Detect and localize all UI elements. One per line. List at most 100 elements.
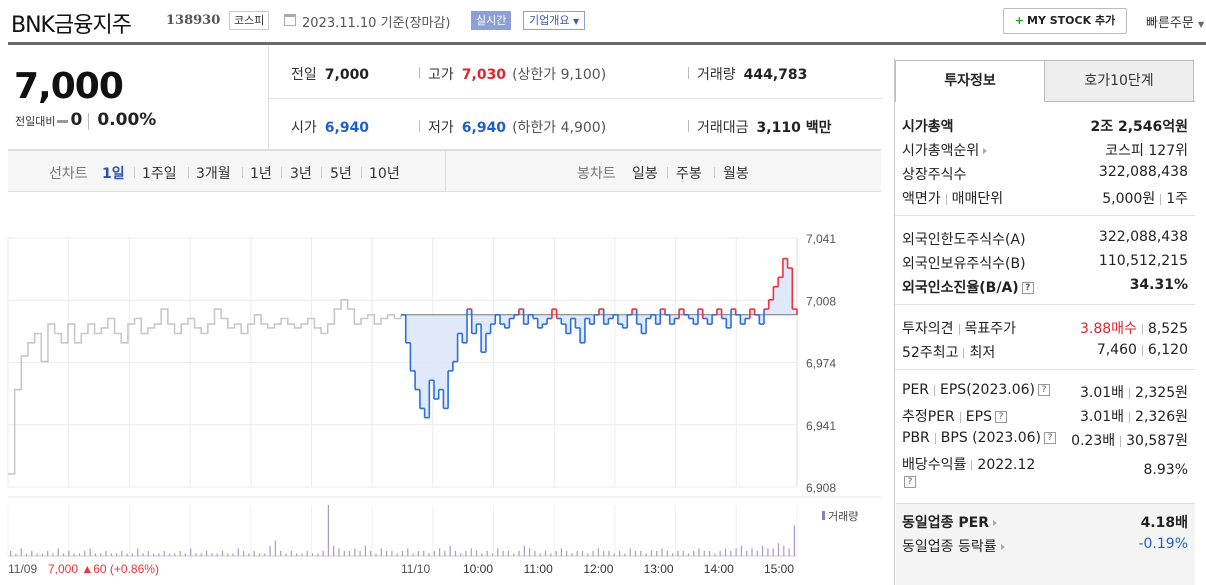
x-tick-label: 11:00 [524,562,553,576]
row-value: 3.01배 [1079,385,1125,401]
divider [895,215,1195,216]
volume-bars: 거래량 [7,496,881,557]
period-3m[interactable]: 3개월 [196,166,231,182]
x-tick-label: 10:00 [463,562,493,576]
stock-header: BNK금융지주 138930 코스피 2023.11.10 기준(장마감) 실시… [0,0,1206,42]
row-label: 동일업종 PER [902,515,989,531]
row-value: 4.18배 [1140,515,1188,531]
prev-day-line [8,298,402,475]
row-label: EPS [965,409,992,425]
divider [361,167,362,178]
help-icon[interactable]: ? [1043,432,1056,444]
x-tick-label: 13:00 [644,562,674,576]
divider [1044,101,1195,102]
row-value: 110,512,215 [1098,253,1188,269]
row-value: -0.19% [1138,536,1188,552]
period-3y[interactable]: 3년 [290,166,312,182]
plus-icon: + [1014,14,1025,27]
add-mystock-button[interactable]: + MY STOCK 추가 [1003,8,1127,34]
divider [269,98,882,99]
stat-label: 고가 [428,67,454,83]
line-chart-title: 선차트 [49,166,88,182]
today-fill [401,258,797,418]
row-value: 7,460 [1096,342,1137,358]
help-icon[interactable]: ? [904,476,916,488]
price-chart[interactable]: 7,041 7,008 6,974 6,941 6,908 거래량 11/09 7,000… [0,192,881,585]
company-overview-dropdown[interactable]: 기업개요 ▼ [523,11,586,30]
period-daily[interactable]: 일봉 [632,166,658,182]
change-label: 전일대비 [15,115,56,128]
divider [88,113,90,130]
row-value: 2,325원 [1135,385,1188,401]
period-weekly[interactable]: 주봉 [676,166,702,182]
arrow-right-icon[interactable] [1000,544,1005,550]
divider [963,347,965,359]
row-value: 2,326원 [1135,409,1188,425]
period-10y[interactable]: 10년 [369,166,400,182]
arrow-right-icon[interactable] [993,520,997,526]
divider [1141,344,1143,356]
divider [188,167,189,178]
help-icon[interactable]: ? [1021,282,1034,294]
sector-box [896,503,1195,585]
help-icon[interactable]: ? [994,411,1007,423]
flat-change-icon [57,120,69,123]
investment-info-panel: 투자정보 호가10단계 시가총액 2조 2,546억원 시가총액순위 코스피 127… [894,58,1195,585]
stat-high: 고가 7,030 (상한가 9,100) [428,64,606,84]
price-change: 전일대비 0 0.00% [15,110,156,130]
x-tick-label: 12:00 [583,562,613,576]
stat-open: 시가 6,940 [291,117,369,137]
stock-name: BNK금융지주 [11,13,132,38]
divider [714,167,715,178]
row-value: 6,120 [1147,342,1188,358]
quick-order-button[interactable]: 빠른주문 ▼ [1146,12,1204,31]
arrow-right-icon[interactable] [983,148,988,154]
chart-series [8,257,798,475]
divider [1120,435,1122,447]
y-tick-label: 7,008 [806,294,836,308]
stat-value: 444,783 [743,67,808,83]
row-value: 3.01배 [1079,409,1125,425]
tab-order-book[interactable]: 호가10단계 [1044,60,1194,102]
stat-label: 거래대금 [697,120,749,136]
divider [321,167,322,178]
row-value: 34.31% [1129,277,1188,293]
stat-prev-close: 전일 7,000 [291,64,369,84]
company-overview-label: 기업개요 [529,14,570,27]
divider [1129,411,1131,423]
current-price: 7,000 [14,66,124,107]
divider [134,167,135,178]
row-value: 322,088,438 [1098,164,1188,180]
period-1w[interactable]: 1주일 [142,166,177,182]
stat-value: 7,030 [461,67,507,83]
stat-label: 시가 [291,120,317,136]
change-value: 0 [70,110,83,130]
candle-chart-title: 봉차트 [577,166,616,182]
tab-investment-info[interactable]: 투자정보 [895,60,1045,102]
stat-volume: 거래량 444,783 [697,64,807,84]
row-value: 3.88매수 [1079,321,1137,337]
period-1d[interactable]: 1일 [102,166,125,182]
row-label: 목표주가 [964,321,1017,337]
divider [667,167,668,178]
help-icon[interactable]: ? [1038,384,1051,396]
row-value: 2조 2,546억원 [1090,119,1188,135]
stock-code: 138930 [166,13,221,28]
row-label: 상장주식수 [902,167,967,183]
chevron-down-icon: ▼ [1197,20,1205,29]
divider [934,432,936,444]
divider [895,369,1195,370]
realtime-button[interactable]: 실시간 [471,11,512,30]
today-date: 11/10 [401,562,430,576]
period-monthly[interactable]: 월봉 [723,166,749,182]
row-label: 외국인한도주식수(A) [902,232,1026,248]
divider [934,384,936,396]
period-1y[interactable]: 1년 [250,166,272,182]
period-5y[interactable]: 5년 [330,166,352,182]
row-value: 0.23배 [1071,433,1116,449]
chevron-down-icon: ▼ [572,17,580,26]
volume-legend-swatch [822,511,825,520]
row-label: 외국인보유주식수(B) [902,256,1026,272]
stat-sub: (하한가 4,900) [512,120,607,136]
market-badge: 코스피 [229,11,270,30]
